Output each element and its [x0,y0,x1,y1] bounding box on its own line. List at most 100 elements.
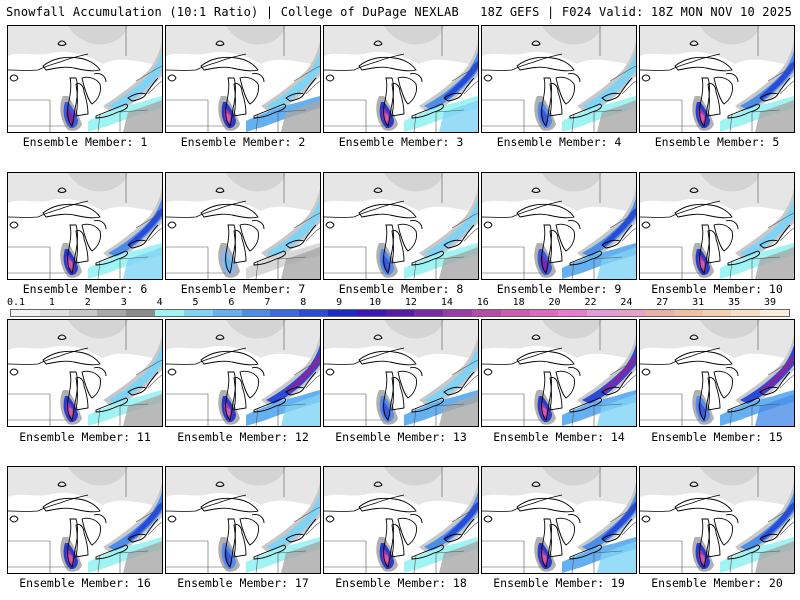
snow-area-pa [597,394,636,426]
lake-ontario-outline [443,92,463,102]
lake-superior-outline [200,350,259,366]
snow-band-ohio [720,537,794,573]
lake-ontario-outline [601,239,621,249]
snow-band-ohio [562,390,636,426]
lower-michigan-outline [233,230,247,264]
lake-outline [483,74,493,82]
ensemble-member-panel [639,319,795,427]
light-snow-area [542,26,602,45]
st-lawrence-river [145,224,159,242]
lake-nipigon-outline [531,481,541,487]
lake-outline [9,515,19,523]
lake-ontario-outline [285,239,305,249]
colorbar-tick-label: 35 [728,297,741,308]
ensemble-member-label: Ensemble Member: 11 [19,430,151,444]
lake-erie-outline [411,250,445,266]
state-border [593,109,623,132]
lower-michigan-outline [549,524,563,558]
lake-ontario-outline [127,92,147,102]
light-snow-area [384,173,444,192]
lake-superior-outline [674,203,733,219]
snowfall-map [166,467,320,573]
light-snow-area [8,26,162,66]
lake-huron-outline [713,73,739,105]
lake-erie-outline [411,103,445,119]
lake-huron-outline [239,514,265,546]
lake-nipigon-outline [57,187,67,193]
lake-superior-outline [42,56,101,72]
snow-area-pa [755,394,794,426]
colorbar-swatch [155,310,184,316]
light-snow-area [700,320,760,339]
snow-area-pa [281,394,320,426]
light-snow-area [8,467,162,507]
ensemble-member-label: Ensemble Member: 1 [22,135,148,149]
title-bar: Snowfall Accumulation (10:1 Ratio) | Col… [0,0,800,22]
state-border [97,554,101,573]
state-border [729,407,733,426]
lake-huron-outline [555,73,581,105]
state-border [779,80,794,95]
snowfall-map [8,173,162,279]
lake-erie-outline [95,250,129,266]
lake-ontario-outline [443,386,463,396]
st-lawrence-river [145,77,159,95]
state-border [463,80,478,95]
snow-swath-east [424,345,478,404]
st-lawrence-river [303,224,317,242]
lower-michigan-outline [233,83,247,117]
lake-nipigon-outline [57,481,67,487]
light-snow-area [640,26,794,66]
colorbar-tick-label: 24 [620,297,633,308]
snow-swath-east [740,198,794,257]
colorbar-tick-label: 18 [512,297,525,308]
state-border [435,403,465,426]
state-border [463,227,478,242]
ensemble-member-label: Ensemble Member: 7 [180,282,306,296]
state-border [767,212,794,229]
light-snow-area [324,467,478,507]
st-lawrence-river [303,518,317,536]
state-border [751,256,781,279]
snowfall-map [482,26,636,132]
lake-nipigon-outline [531,187,541,193]
lake-erie-outline [569,103,603,119]
snow-band-ohio [404,537,478,573]
ensemble-member-label: Ensemble Member: 12 [177,430,309,444]
lake-outline [325,368,335,376]
ensemble-member-panel [481,319,637,427]
state-border [609,212,636,229]
lake-superior-outline [358,56,417,72]
state-border [413,407,417,426]
snowfall-map [482,173,636,279]
lake-superior-outline [42,203,101,219]
ensemble-member-panel [639,25,795,133]
state-border [147,374,162,389]
state-border [135,65,162,82]
snowfall-map [482,320,636,426]
ensemble-member-panel [165,25,321,133]
snow-area-pa [123,100,162,132]
run-valid-time: 18Z GEFS | F024 Valid: 18Z MON NOV 10 20… [480,5,792,19]
ensemble-member-panel [165,172,321,280]
st-lawrence-river [777,518,791,536]
colorbar-swatch [760,310,789,316]
light-snow-area [324,173,478,213]
lake-outline [641,74,651,82]
ensemble-member-label: Ensemble Member: 13 [335,430,467,444]
lake-ontario-outline [285,533,305,543]
state-border [255,260,259,279]
lake-outline [483,368,493,376]
colorbar-tick-label: 22 [584,297,597,308]
lake-huron-outline [397,73,423,105]
ensemble-member-label: Ensemble Member: 6 [22,282,148,296]
snow-band-ohio [720,243,794,279]
light-snow-area [384,26,444,45]
lake-outline [9,74,19,82]
colorbar-swatch [558,310,588,316]
lake-superior-outline [200,56,259,72]
light-snow-area [542,173,602,192]
state-border [767,506,794,523]
state-border [293,65,320,82]
state-border [255,113,259,132]
